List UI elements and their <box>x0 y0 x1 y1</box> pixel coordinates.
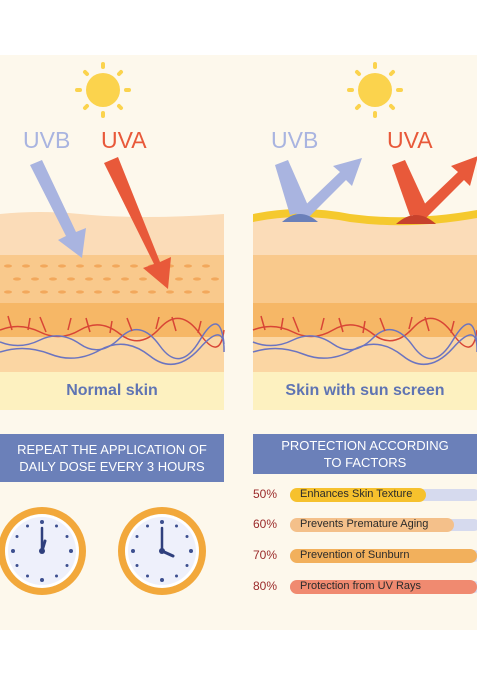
pore-dot <box>175 277 183 281</box>
protection-percent: 60% <box>253 517 278 531</box>
protection-percent: 70% <box>253 548 278 562</box>
pore-dot <box>85 277 93 281</box>
pore-dot <box>130 264 138 268</box>
pore-dot <box>193 277 201 281</box>
clock-icon <box>118 507 206 595</box>
protection-label: Enhances Skin Texture <box>300 488 413 500</box>
reapply-line-1: REPEAT THE APPLICATION OF <box>17 442 207 457</box>
skin-pores <box>4 264 219 294</box>
protection-fill <box>290 488 426 502</box>
protection-fill <box>290 580 477 594</box>
reapply-banner: REPEAT THE APPLICATION OF DAILY DOSE EVE… <box>0 434 224 482</box>
pore-dot <box>130 290 138 294</box>
protection-fill <box>290 549 477 563</box>
pore-dot <box>148 290 156 294</box>
left-sun-icon <box>75 62 131 118</box>
pore-dot <box>112 290 120 294</box>
pore-dot <box>184 290 192 294</box>
pore-dot <box>40 264 48 268</box>
pore-dot <box>4 290 12 294</box>
right-sun-icon <box>347 62 403 118</box>
sunscreen-skin-caption: Skin with sun screen <box>285 382 445 399</box>
pore-dot <box>40 290 48 294</box>
protection-row: 50% Enhances Skin Texture <box>253 486 477 502</box>
reapply-line-2: DAILY DOSE EVERY 3 HOURS <box>19 459 205 474</box>
left-uvb-label: UVB <box>23 127 71 153</box>
pore-dot <box>121 277 129 281</box>
pore-dot <box>202 264 210 268</box>
protection-line-1: PROTECTION ACCORDING <box>281 438 449 453</box>
protection-line-2: TO FACTORS <box>323 455 407 470</box>
pore-dot <box>202 290 210 294</box>
pore-dot <box>76 264 84 268</box>
normal-skin-caption: Normal skin <box>66 382 158 399</box>
pore-dot <box>49 277 57 281</box>
left-uva-arrow <box>104 157 171 289</box>
left-blood-vessels <box>0 315 225 365</box>
protection-banner: PROTECTION ACCORDING TO FACTORS <box>253 434 477 474</box>
pore-dot <box>94 264 102 268</box>
protection-fill <box>290 518 454 532</box>
pore-dot <box>58 290 66 294</box>
clock-icon <box>0 507 86 595</box>
right-uva-reflect-arrow <box>392 156 477 224</box>
protection-row: 60% Prevents Premature Aging <box>253 516 477 532</box>
right-uvb-reflect-arrow <box>275 158 362 222</box>
pore-dot <box>13 277 21 281</box>
right-uvb-label: UVB <box>271 127 319 153</box>
protection-label: Protection from UV Rays <box>300 580 422 592</box>
protection-label: Prevents Premature Aging <box>300 518 429 530</box>
pore-dot <box>31 277 39 281</box>
protection-label: Prevention of Sunburn <box>300 549 410 561</box>
left-uva-label: UVA <box>101 127 147 153</box>
pore-dot <box>94 290 102 294</box>
pore-dot <box>76 290 84 294</box>
left-uvb-arrow <box>30 160 86 258</box>
pore-dot <box>211 277 219 281</box>
protection-row: 80% Protection from UV Rays <box>253 578 477 594</box>
pore-dot <box>4 264 12 268</box>
pore-dot <box>112 264 120 268</box>
pore-dot <box>22 264 30 268</box>
right-uva-label: UVA <box>387 127 433 153</box>
protection-row: 70% Prevention of Sunburn <box>253 547 477 563</box>
protection-percent: 80% <box>253 579 278 593</box>
pore-dot <box>67 277 75 281</box>
pore-dot <box>22 290 30 294</box>
pore-dot <box>103 277 111 281</box>
pore-dot <box>139 277 147 281</box>
protection-percent: 50% <box>253 487 278 501</box>
pore-dot <box>58 264 66 268</box>
right-blood-vessels <box>252 315 477 365</box>
pore-dot <box>166 290 174 294</box>
pore-dot <box>184 264 192 268</box>
